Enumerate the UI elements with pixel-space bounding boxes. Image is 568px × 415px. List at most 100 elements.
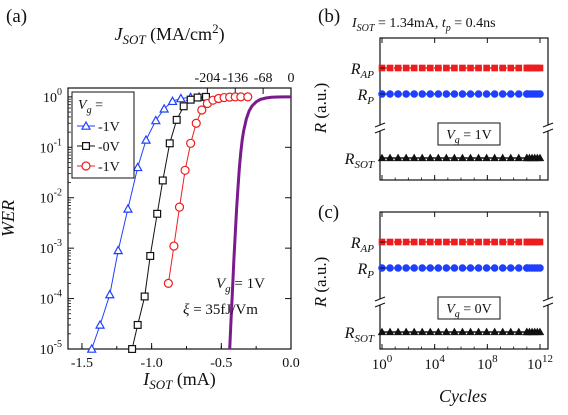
data-point-R_SOT xyxy=(466,327,475,336)
data-point-1V xyxy=(180,165,190,175)
data-point-0V xyxy=(165,139,174,148)
data-point-R_SOT xyxy=(385,327,395,336)
x-tick-label-(c): 104 xyxy=(424,353,445,373)
x2-tick-label-a: -136 xyxy=(222,71,248,86)
vg-annotation: Vg = 1V xyxy=(216,276,265,295)
data-point-R_AP xyxy=(418,238,426,246)
row-label-R_SOT: RSOT xyxy=(344,325,375,345)
data-point-R_SOT xyxy=(401,327,411,336)
vg-box-(b) xyxy=(437,122,501,146)
data-point-R_P xyxy=(402,90,410,98)
data-point-R_P xyxy=(490,264,499,272)
data-point-R_SOT xyxy=(490,327,499,336)
legend-label: -1V xyxy=(98,160,120,175)
data-point-R_SOT xyxy=(506,327,515,336)
data-point-R_AP xyxy=(426,64,434,72)
legend-title: Vg = xyxy=(78,98,103,116)
data-point-R_P xyxy=(474,90,483,98)
y-tick-label-a: 10-2 xyxy=(40,188,62,207)
plot-frame-(b) xyxy=(379,37,549,181)
legend-a: Vg = -1V -0V -1V xyxy=(71,91,135,179)
data-point-1V xyxy=(186,138,196,148)
data-point-R_AP xyxy=(483,238,490,246)
data-point-R_P xyxy=(482,264,491,272)
data-point-R_SOT xyxy=(482,153,491,162)
data-point-1V xyxy=(163,278,173,288)
data-point-R_P xyxy=(474,264,483,272)
y-tick-label-a: 10-5 xyxy=(40,339,62,358)
data-point-R_P xyxy=(442,264,451,272)
panel-b-chart: RAP RP RSOT R (a.u.) Vg = 1V xyxy=(311,37,554,181)
data-point-R_SOT xyxy=(458,327,467,336)
data-point-R_P xyxy=(458,90,467,98)
axis-break-gap xyxy=(376,299,384,305)
y-axis-title-(b): R (a.u.) xyxy=(311,83,330,135)
data-point-R_AP xyxy=(410,238,418,246)
data-point-R_SOT xyxy=(418,327,427,336)
data-point-R_P xyxy=(506,90,515,98)
data-point-R_P xyxy=(506,264,515,272)
data-point-R_SOT xyxy=(401,153,411,162)
data-point-R_P xyxy=(450,264,459,272)
data-point-R_P xyxy=(410,264,418,272)
data-point-R_AP xyxy=(459,238,466,246)
data-point-R_SOT xyxy=(535,153,545,162)
data-point-R_SOT xyxy=(514,327,524,336)
axis-break-mark xyxy=(374,128,386,134)
data-point-R_AP xyxy=(536,64,544,72)
data-point-R_P xyxy=(394,264,402,272)
data-point-R_AP xyxy=(467,238,474,246)
data-point-0V xyxy=(153,209,162,218)
data-point-R_AP xyxy=(435,238,442,246)
x-axis-title-c: Cycles xyxy=(439,386,487,406)
data-point--1V xyxy=(104,289,115,299)
data-point-R_SOT xyxy=(498,153,507,162)
panel-label-a: (a) xyxy=(6,6,27,27)
data-point-R_AP xyxy=(499,238,507,246)
data-point-R_SOT xyxy=(490,153,499,162)
panel-a-chart: -1.5 -1.0 -0.5 0.0 -204 -136 -68 0 10-5 10-4 10-3 1… xyxy=(0,21,300,392)
x2-tick-label-a: 0 xyxy=(288,71,295,86)
axis-break-mark xyxy=(542,296,554,302)
data-point-0V xyxy=(158,176,167,185)
data-point-R_AP xyxy=(451,238,458,246)
data-point-R_AP xyxy=(459,64,466,72)
row-label-R_P: RP xyxy=(356,261,374,281)
data-point--1V xyxy=(86,343,97,353)
data-point-R_AP xyxy=(443,238,450,246)
data-point-R_AP xyxy=(410,64,418,72)
data-point-R_AP xyxy=(536,238,544,246)
data-point--1V xyxy=(95,319,106,329)
y-axis-title-(c): R (a.u.) xyxy=(311,257,330,309)
vg-box-label-(c): Vg = 0V xyxy=(446,302,492,320)
data-point-R_SOT xyxy=(418,153,427,162)
data-point-R_SOT xyxy=(474,153,483,162)
data-point-1V xyxy=(169,241,179,251)
y-axis-title-a: WER xyxy=(0,200,18,237)
x-tick-label-a: -1.0 xyxy=(141,356,163,371)
series-line-1V xyxy=(167,96,248,284)
data-point-R_SOT xyxy=(450,327,459,336)
data-point-R_SOT xyxy=(426,327,435,336)
plot-frame-(c) xyxy=(379,211,549,350)
data-point-R_SOT xyxy=(514,153,524,162)
x-tick-label-(c): 1012 xyxy=(527,353,553,373)
data-point-R_SOT xyxy=(482,327,491,336)
data-point-R_P xyxy=(386,264,394,272)
data-point-R_P xyxy=(426,90,435,98)
data-point-R_SOT xyxy=(466,153,475,162)
vg-box-label-(b): Vg = 1V xyxy=(446,128,492,146)
data-point-R_P xyxy=(426,264,435,272)
data-point-R_P xyxy=(490,90,499,98)
data-point-R_P xyxy=(514,90,523,98)
condition-text: ISOT = 1.34mA, tp = 0.4ns xyxy=(351,16,496,34)
axis-break-mark xyxy=(374,122,386,128)
data-point-R_P xyxy=(410,90,418,98)
data-point--1V xyxy=(122,203,133,213)
row-label-R_P: RP xyxy=(356,87,374,107)
data-point-0V xyxy=(179,102,188,111)
data-point-R_P xyxy=(386,90,394,98)
data-point-R_AP xyxy=(467,64,474,72)
data-point-R_SOT xyxy=(442,153,451,162)
